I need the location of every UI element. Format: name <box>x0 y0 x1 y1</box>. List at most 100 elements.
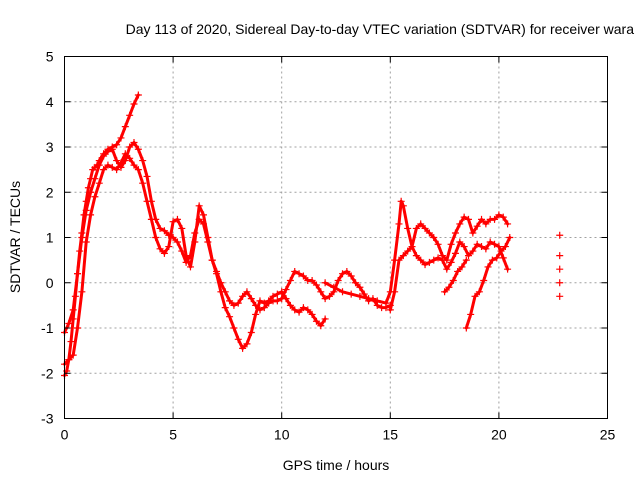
data-point <box>421 261 429 269</box>
data-point <box>139 179 147 187</box>
data-point <box>449 276 457 284</box>
data-point <box>397 197 405 205</box>
data-point <box>495 211 503 219</box>
data-point <box>308 276 316 284</box>
data-point <box>295 308 303 316</box>
data-point <box>121 123 129 131</box>
data-point <box>456 220 464 228</box>
data-point <box>317 322 325 330</box>
data-point <box>173 215 181 223</box>
data-point <box>113 141 121 149</box>
series-line <box>443 258 468 294</box>
x-tick-label: 15 <box>383 427 399 443</box>
data-point <box>391 288 399 296</box>
data-point <box>226 313 234 321</box>
data-point <box>443 265 451 273</box>
data-point <box>430 234 438 241</box>
series-track-h <box>556 231 564 300</box>
data-point <box>130 100 138 108</box>
data-point <box>497 247 505 255</box>
data-point <box>65 319 73 327</box>
data-point <box>260 304 268 312</box>
data-point <box>365 295 373 303</box>
data-point <box>469 229 477 237</box>
data-point <box>447 258 455 266</box>
data-point <box>291 306 299 314</box>
chart-title: Day 113 of 2020, Sidereal Day-to-day VTE… <box>126 21 635 37</box>
data-point <box>404 224 412 232</box>
data-point <box>434 240 442 248</box>
data-point <box>478 243 486 251</box>
data-point <box>252 310 260 318</box>
data-point <box>295 270 303 278</box>
data-point <box>467 310 475 318</box>
data-point <box>482 220 490 228</box>
data-point <box>208 256 216 264</box>
x-tick-label: 5 <box>169 427 177 443</box>
data-point <box>347 290 355 298</box>
y-axis-label: SDTVAR / TECUs <box>7 181 23 293</box>
data-point <box>230 301 238 309</box>
data-point <box>165 243 173 251</box>
data-point <box>339 270 347 278</box>
data-point <box>91 175 99 183</box>
data-point <box>273 297 281 305</box>
data-point <box>247 295 255 303</box>
data-point <box>252 301 260 309</box>
data-point <box>69 351 77 359</box>
data-point <box>399 202 407 210</box>
data-point <box>462 324 470 332</box>
data-point <box>226 297 234 305</box>
plot-series <box>61 91 564 380</box>
data-point <box>286 276 294 284</box>
data-point <box>82 238 90 246</box>
data-point <box>100 166 108 174</box>
data-point <box>356 283 364 291</box>
data-point <box>382 299 390 307</box>
data-point <box>299 304 307 312</box>
x-tick-label: 0 <box>61 427 69 443</box>
data-point <box>134 145 142 153</box>
data-point <box>445 283 453 291</box>
data-point <box>239 292 247 300</box>
data-point <box>484 263 492 271</box>
data-point <box>451 229 459 237</box>
data-point <box>438 252 446 260</box>
data-point <box>191 238 199 246</box>
data-point <box>408 243 416 251</box>
data-point <box>95 179 103 187</box>
data-point <box>130 138 138 146</box>
data-point <box>147 215 155 223</box>
data-point <box>556 292 564 300</box>
data-point <box>312 281 320 289</box>
data-point <box>256 306 264 314</box>
y-tick-label: 1 <box>46 230 54 246</box>
data-point <box>243 288 251 296</box>
data-point <box>404 247 412 255</box>
data-point <box>69 306 77 314</box>
data-point <box>91 193 99 201</box>
data-point <box>395 220 403 228</box>
x-axis-label: GPS time / hours <box>283 457 390 473</box>
data-point <box>213 267 221 275</box>
data-point <box>493 254 501 262</box>
data-point <box>417 220 425 228</box>
data-point <box>95 161 103 169</box>
data-point <box>256 297 264 305</box>
data-point <box>386 306 394 314</box>
y-tick-label: -3 <box>41 411 54 427</box>
data-point <box>499 213 507 221</box>
series-track-e <box>386 211 512 314</box>
data-point <box>441 288 449 296</box>
data-point <box>239 344 247 352</box>
data-point <box>356 292 364 300</box>
data-point <box>443 256 451 264</box>
data-point <box>117 159 125 167</box>
data-point <box>339 288 347 296</box>
data-point <box>217 279 225 287</box>
data-point <box>412 224 420 232</box>
data-point <box>491 240 499 248</box>
data-point <box>117 134 125 142</box>
data-point <box>495 243 503 251</box>
